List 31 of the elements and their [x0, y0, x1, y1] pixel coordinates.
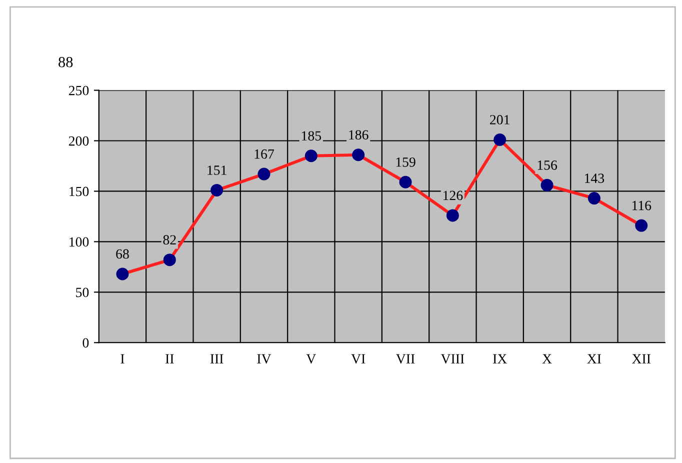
y-axis-title: 88 — [58, 56, 73, 68]
data-label: 167 — [254, 149, 274, 159]
y-tick-label: 0 — [82, 338, 89, 348]
data-label: 82 — [163, 235, 176, 245]
data-label: 143 — [585, 174, 604, 183]
x-tick-label: III — [210, 354, 224, 364]
x-tick-label: VII — [396, 354, 415, 364]
data-label: 185 — [302, 131, 322, 141]
x-tick-label: V — [306, 354, 316, 364]
y-tick-label: 50 — [76, 288, 89, 298]
y-tick-label: 150 — [70, 186, 89, 196]
x-tick-label: VI — [351, 354, 366, 364]
x-tick-label: IV — [257, 354, 272, 364]
data-label: 159 — [396, 157, 416, 167]
data-label: 201 — [490, 115, 510, 124]
y-tick-label: 100 — [70, 237, 89, 247]
data-label: 116 — [632, 200, 652, 210]
x-tick-label: VIII — [440, 354, 464, 364]
data-label: 186 — [349, 130, 368, 140]
data-label: 126 — [443, 190, 463, 200]
x-tick-label: IX — [493, 354, 507, 364]
x-tick-label: XII — [632, 354, 651, 364]
data-label: 68 — [116, 249, 129, 259]
data-label: 156 — [538, 160, 558, 170]
y-tick-label: 200 — [68, 136, 89, 146]
x-tick-label: X — [542, 354, 552, 364]
data-label: 151 — [208, 166, 226, 175]
x-tick-label: I — [120, 354, 124, 364]
y-tick-label: 250 — [68, 86, 89, 96]
x-tick-label: XI — [587, 354, 602, 364]
x-tick-label: II — [166, 354, 174, 364]
